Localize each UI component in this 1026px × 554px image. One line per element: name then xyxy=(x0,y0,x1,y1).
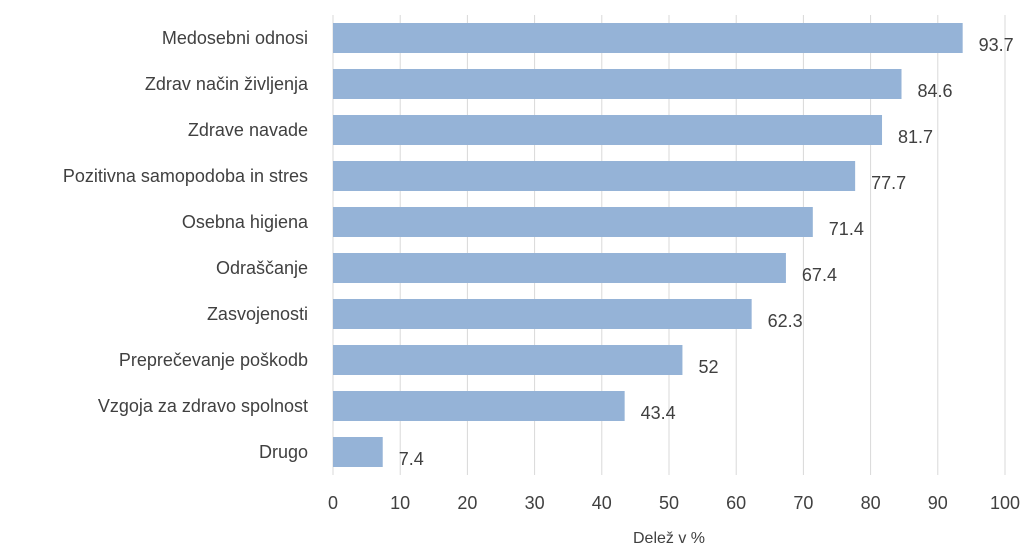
x-tick-label: 40 xyxy=(592,493,612,513)
bar xyxy=(333,207,813,237)
x-tick-label: 100 xyxy=(990,493,1020,513)
category-label: Vzgoja za zdravo spolnost xyxy=(98,396,308,416)
bar xyxy=(333,115,883,145)
bar xyxy=(333,161,856,191)
data-label: 52 xyxy=(698,357,718,377)
data-label: 7.4 xyxy=(399,449,424,469)
data-label: 81.7 xyxy=(898,127,933,147)
category-label: Zdrave navade xyxy=(188,120,308,140)
data-label: 93.7 xyxy=(979,35,1014,55)
bar xyxy=(333,437,383,467)
category-label: Preprečevanje poškodb xyxy=(119,350,308,370)
data-label: 67.4 xyxy=(802,265,837,285)
bar xyxy=(333,23,963,53)
category-label: Pozitivna samopodoba in stres xyxy=(63,166,308,186)
x-tick-label: 50 xyxy=(659,493,679,513)
x-tick-label: 80 xyxy=(861,493,881,513)
x-tick-label: 90 xyxy=(928,493,948,513)
x-tick-label: 0 xyxy=(328,493,338,513)
data-label: 71.4 xyxy=(829,219,864,239)
category-labels: Medosebni odnosi Zdrav način življenja Zdr… xyxy=(63,28,309,462)
data-label: 62.3 xyxy=(768,311,803,331)
category-label: Medosebni odnosi xyxy=(162,28,308,48)
x-tick-label: 70 xyxy=(793,493,813,513)
bar xyxy=(333,345,683,375)
data-labels: 93.7 84.6 81.7 77.7 71.4 67.4 62.3 52 43.4 7.4 xyxy=(399,35,1014,469)
data-label: 43.4 xyxy=(641,403,676,423)
data-label: 77.7 xyxy=(871,173,906,193)
bars xyxy=(333,23,963,467)
x-axis-title: Delež v % xyxy=(633,530,705,547)
x-tick-label: 60 xyxy=(726,493,746,513)
category-label: Zdrav način življenja xyxy=(145,74,309,94)
bar xyxy=(333,391,625,421)
bar xyxy=(333,69,902,99)
bar xyxy=(333,299,752,329)
category-label: Drugo xyxy=(259,442,308,462)
category-label: Osebna higiena xyxy=(182,212,309,232)
x-tick-label: 10 xyxy=(390,493,410,513)
bar xyxy=(333,253,786,283)
category-label: Zasvojenosti xyxy=(207,304,308,324)
x-tick-label: 20 xyxy=(457,493,477,513)
x-tick-labels: 0 10 20 30 40 50 60 70 80 90 100 xyxy=(328,493,1020,513)
x-tick-label: 30 xyxy=(525,493,545,513)
category-label: Odraščanje xyxy=(216,258,308,278)
data-label: 84.6 xyxy=(918,81,953,101)
